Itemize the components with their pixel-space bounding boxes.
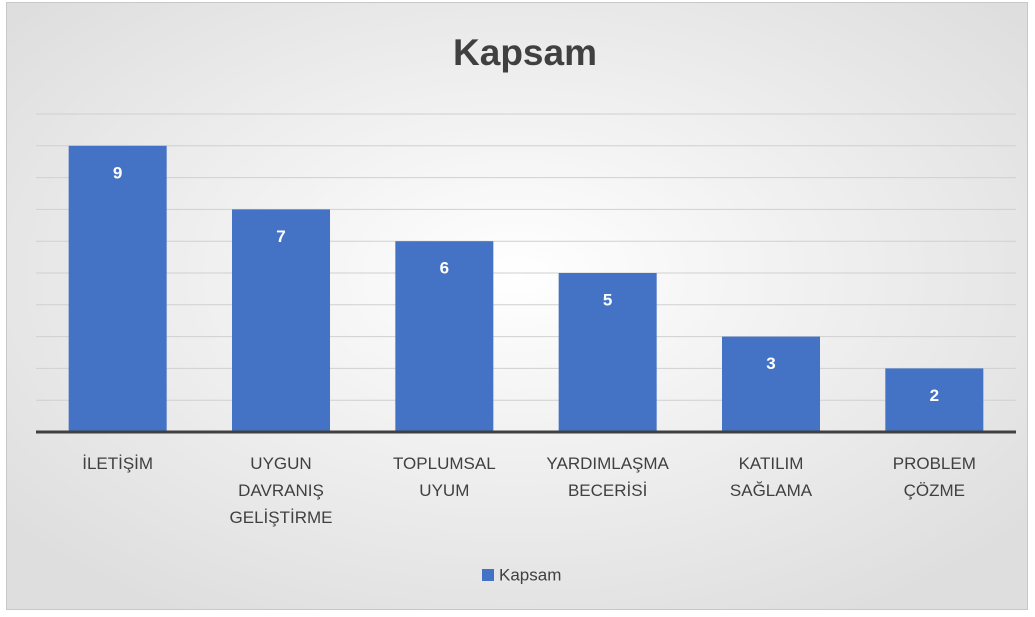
chart-background: [6, 2, 1028, 610]
bar: [232, 209, 330, 432]
x-tick-label: İLETİŞİM: [82, 454, 154, 473]
x-tick-label: TOPLUMSAL UYUM: [392, 454, 496, 500]
data-label: 7: [276, 227, 285, 246]
bar: [68, 145, 167, 433]
bar: [722, 336, 820, 432]
chart-title: Kapsam: [453, 32, 597, 73]
data-label: 2: [930, 386, 939, 405]
data-label: 6: [440, 259, 449, 278]
data-label: 9: [113, 163, 122, 182]
x-tick-label: KATILIM SAĞLAMA: [729, 454, 813, 500]
legend-label: Kapsam: [499, 565, 561, 584]
legend-swatch: [482, 569, 494, 581]
data-label: 5: [603, 290, 612, 309]
bar: [395, 241, 494, 432]
bar: [558, 273, 657, 432]
x-tick-label: PROBLEM ÇÖZME: [892, 454, 976, 500]
bar: [885, 368, 984, 432]
data-label: 3: [766, 354, 775, 373]
x-tick-label: UYGUN DAVRANIŞ GELİŞTİRME: [229, 454, 333, 527]
x-tick-label: YARDIMLAŞMA BECERİSİ: [546, 454, 669, 500]
